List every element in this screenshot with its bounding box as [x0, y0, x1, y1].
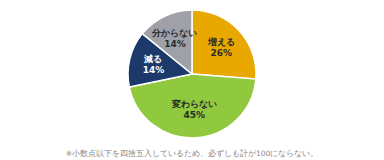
slice-value-label: 26%	[210, 48, 232, 58]
slice-label: 変わらない	[171, 99, 217, 109]
chart-container: 増える26%変わらない45%減る14%分からない14%※小数点以下を四捨五入して…	[0, 0, 384, 160]
slice-value-label: 45%	[183, 110, 205, 120]
slice-label: 減る	[143, 54, 162, 64]
slice-labels: 増える26%変わらない45%減る14%分からない14%	[143, 28, 235, 120]
slice-label: 分からない	[151, 28, 197, 38]
note: ※小数点以下を四捨五入しているため、必ずしも計が100にならない。	[66, 149, 319, 158]
pie-slice	[192, 10, 256, 79]
slice-value-label: 14%	[164, 39, 186, 49]
slices	[128, 10, 256, 138]
slice-value-label: 14%	[143, 65, 165, 75]
slice-label: 増える	[207, 36, 235, 47]
chart: 増える26%変わらない45%減る14%分からない14%※小数点以下を四捨五入して…	[0, 0, 384, 160]
